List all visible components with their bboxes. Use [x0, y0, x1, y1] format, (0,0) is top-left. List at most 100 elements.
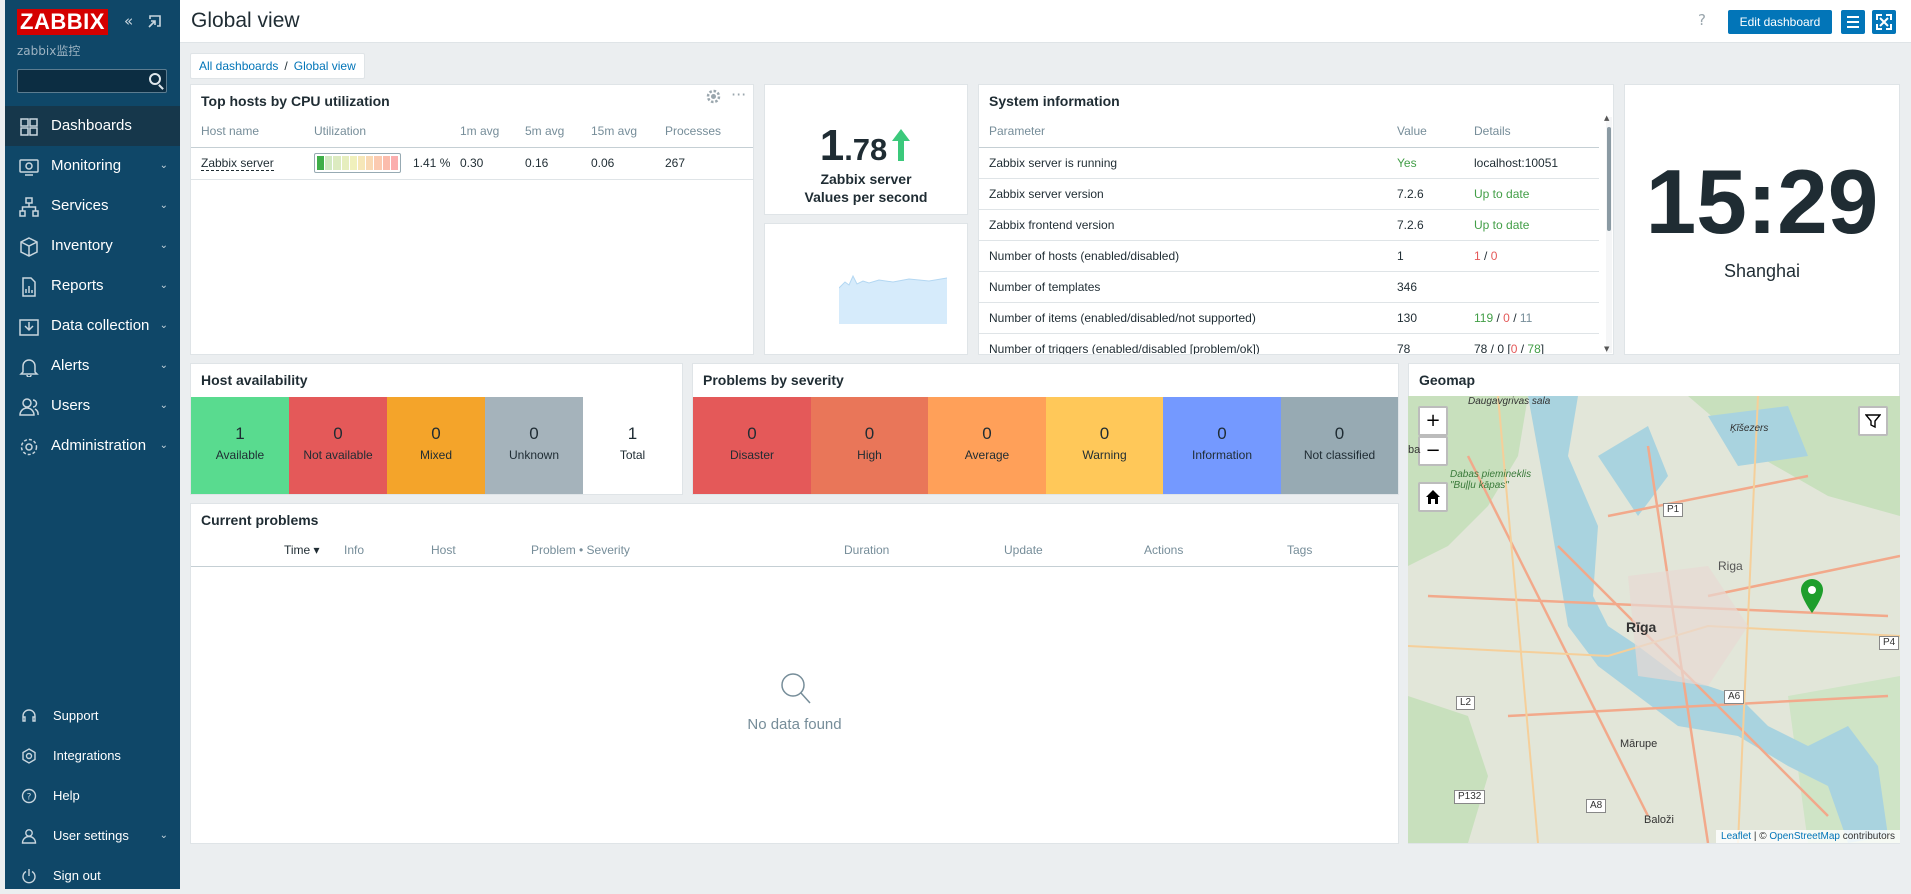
widget-title: Problems by severity: [703, 372, 844, 388]
scroll-up-icon[interactable]: ▲: [1604, 114, 1610, 122]
scroll-down-icon[interactable]: ▼: [1604, 345, 1610, 353]
leaflet-link[interactable]: Leaflet: [1721, 831, 1752, 842]
collapse-sidebar-icon[interactable]: «: [124, 12, 134, 30]
nav-sign-out[interactable]: Sign out: [5, 858, 180, 894]
integrations-icon: [22, 748, 36, 764]
nav-monitoring[interactable]: Monitoring ⌄: [5, 146, 180, 186]
avg5-value: 0.16: [525, 156, 549, 170]
column-header-time[interactable]: Time ▾: [284, 543, 320, 557]
enabled-count: 1: [1474, 249, 1481, 263]
scrollbar[interactable]: [1606, 117, 1612, 353]
row-divider: [979, 209, 1599, 210]
map-label: Daugavgrivas sala: [1468, 396, 1551, 407]
column-header[interactable]: 15m avg: [591, 124, 638, 138]
zabbix-logo[interactable]: ZABBIX: [17, 9, 108, 35]
tile-not-classified[interactable]: 0 Not classified: [1281, 397, 1398, 494]
column-header: Details: [1474, 124, 1511, 138]
kiosk-mode-button[interactable]: [1872, 10, 1896, 34]
tile-mixed[interactable]: 0 Mixed: [387, 397, 485, 494]
search-icon[interactable]: [149, 73, 161, 85]
problem-count: 0: [1510, 342, 1518, 355]
nav-services[interactable]: Services ⌄: [5, 186, 180, 226]
tile-high[interactable]: 0 High: [811, 397, 928, 494]
page-title: Global view: [191, 9, 300, 32]
map-label: Ķīšezers: [1730, 423, 1769, 434]
map-label: Baloži: [1644, 814, 1674, 826]
edit-dashboard-button[interactable]: Edit dashboard: [1728, 10, 1832, 34]
osm-link[interactable]: OpenStreetMap: [1769, 831, 1840, 842]
nav-users[interactable]: Users ⌄: [5, 386, 180, 426]
instance-name: zabbix监控: [17, 44, 81, 58]
kiosk-sidebar-icon[interactable]: [148, 14, 162, 28]
tile-available[interactable]: 1 Available: [191, 397, 289, 494]
separator: /: [1496, 311, 1500, 325]
no-data-message: No data found: [747, 716, 842, 733]
widget-title: Current problems: [201, 512, 319, 528]
item-value-widget: 1.78 Zabbix server Values per second: [764, 84, 968, 215]
nav-reports[interactable]: Reports ⌄: [5, 266, 180, 306]
tile-not-available[interactable]: 0 Not available: [289, 397, 387, 494]
tile-average[interactable]: 0 Average: [928, 397, 1046, 494]
tile-unknown[interactable]: 0 Unknown: [485, 397, 583, 494]
column-header[interactable]: 1m avg: [460, 124, 500, 138]
column-header[interactable]: 5m avg: [525, 124, 565, 138]
host-marker-icon[interactable]: [1800, 578, 1824, 614]
more-options-icon[interactable]: ···: [731, 85, 747, 104]
column-header: Actions: [1144, 543, 1184, 557]
nav-inventory[interactable]: Inventory ⌄: [5, 226, 180, 266]
data-collection-icon: [19, 319, 39, 336]
map-label: Rīga: [1626, 619, 1657, 635]
tile-information[interactable]: 0 Information: [1163, 397, 1281, 494]
nav-label: Administration: [51, 437, 147, 454]
column-header[interactable]: Host name: [201, 124, 260, 138]
home-icon: [1426, 490, 1440, 504]
chevron-down-icon: ⌄: [159, 830, 168, 841]
column-header[interactable]: Utilization: [314, 124, 367, 138]
column-header[interactable]: Host: [431, 543, 456, 557]
road-badge: P1: [1663, 503, 1684, 517]
gear-icon[interactable]: [706, 89, 721, 104]
fullscreen-icon: [1876, 14, 1892, 30]
host-link[interactable]: Zabbix server: [201, 156, 274, 171]
item-value: 1.78: [765, 121, 967, 171]
nav-label: Reports: [51, 277, 104, 294]
system-information-widget: System information Parameter Value Detai…: [978, 84, 1614, 355]
nav-help[interactable]: ? Help: [5, 778, 180, 814]
scrollbar-thumb[interactable]: [1607, 127, 1611, 231]
tile-count: 0: [982, 424, 992, 443]
trigger-counts: 78 / 0 [: [1474, 342, 1511, 355]
nav-label: Inventory: [51, 237, 113, 254]
header-divider: [191, 147, 753, 148]
nav-dashboards[interactable]: Dashboards: [5, 106, 180, 146]
nav-alerts[interactable]: Alerts ⌄: [5, 346, 180, 386]
tile-warning[interactable]: 0 Warning: [1046, 397, 1163, 494]
search-input[interactable]: [17, 69, 167, 93]
nav-administration[interactable]: Administration ⌄: [5, 426, 180, 466]
param-value: Yes: [1397, 156, 1417, 170]
dashboard-actions-button[interactable]: [1841, 10, 1865, 34]
map-label: ba: [1408, 444, 1421, 456]
nav-data-collection[interactable]: Data collection ⌄: [5, 306, 180, 346]
utilization-bar: [314, 153, 401, 173]
column-header[interactable]: Problem • Severity: [531, 543, 630, 557]
home-button[interactable]: [1418, 482, 1448, 512]
not-supported-count: 11: [1519, 311, 1533, 325]
separator: /: [1517, 342, 1528, 355]
zoom-in-button[interactable]: +: [1418, 406, 1448, 436]
tile-disaster[interactable]: 0 Disaster: [693, 397, 811, 494]
help-icon[interactable]: ?: [1698, 11, 1706, 29]
column-header: Value: [1397, 124, 1427, 138]
tile-count: 0: [431, 424, 441, 443]
nav-integrations[interactable]: Integrations: [5, 738, 180, 774]
utilization-cell: [382, 156, 390, 170]
nav-user-settings[interactable]: User settings ⌄: [5, 818, 180, 854]
map-canvas[interactable]: + − Daugavgrivas sala Ķīšezers Dabas pie…: [1408, 396, 1900, 843]
column-header[interactable]: Processes: [665, 124, 722, 138]
breadcrumb-current[interactable]: Global view: [293, 59, 356, 73]
map-filter-button[interactable]: [1858, 406, 1888, 436]
tile-total[interactable]: 1 Total: [583, 397, 682, 494]
page-header: Global view ? Edit dashboard: [180, 0, 1911, 43]
breadcrumb-all-dashboards[interactable]: All dashboards: [199, 59, 279, 73]
zoom-out-button[interactable]: −: [1418, 436, 1448, 466]
nav-support[interactable]: Support: [5, 698, 180, 734]
